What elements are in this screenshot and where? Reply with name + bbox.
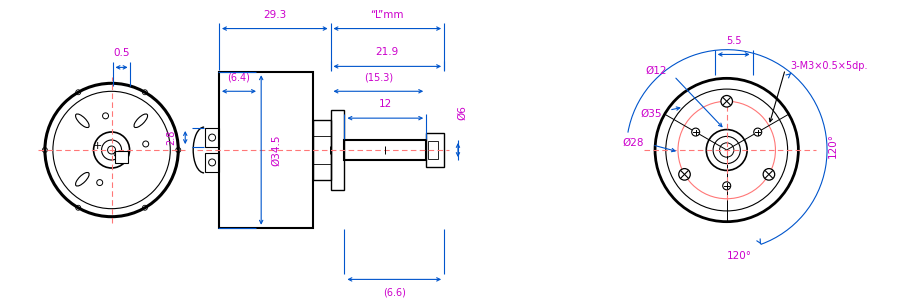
Text: (6.4): (6.4): [228, 72, 250, 82]
Bar: [428, 141, 438, 159]
Text: 3-M3×0.5×5dp.: 3-M3×0.5×5dp.: [790, 61, 868, 71]
Circle shape: [721, 95, 733, 107]
Bar: [426, 133, 444, 167]
Text: 21.9: 21.9: [375, 47, 399, 58]
Text: Ø12: Ø12: [645, 66, 667, 76]
Bar: [205, 153, 219, 172]
Text: 120°: 120°: [828, 133, 838, 158]
Text: Ø34.5: Ø34.5: [271, 134, 281, 166]
Text: 0.5: 0.5: [113, 48, 130, 59]
Text: (15.3): (15.3): [364, 72, 393, 82]
Circle shape: [679, 169, 690, 180]
Text: 29.3: 29.3: [263, 10, 286, 20]
Text: 12: 12: [379, 99, 392, 109]
Circle shape: [692, 128, 699, 136]
Text: (6.6): (6.6): [382, 287, 406, 297]
Bar: [114, 151, 129, 163]
Bar: [345, 140, 426, 160]
Text: Ø28: Ø28: [623, 138, 644, 148]
Text: “L”mm: “L”mm: [371, 10, 404, 20]
Text: +: +: [93, 141, 103, 151]
Bar: [330, 110, 345, 190]
Circle shape: [763, 169, 775, 180]
Text: 5.5: 5.5: [726, 35, 742, 46]
Bar: [205, 128, 219, 147]
Circle shape: [754, 128, 761, 136]
Bar: [219, 72, 312, 228]
Circle shape: [723, 182, 731, 190]
Text: 120°: 120°: [727, 251, 752, 261]
Text: 2.8: 2.8: [166, 130, 176, 145]
Bar: [312, 120, 330, 180]
Text: Ø35: Ø35: [641, 109, 662, 119]
Text: Ø6: Ø6: [457, 105, 467, 120]
